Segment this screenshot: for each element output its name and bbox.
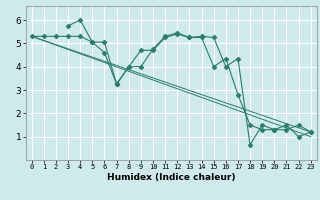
X-axis label: Humidex (Indice chaleur): Humidex (Indice chaleur)	[107, 173, 236, 182]
